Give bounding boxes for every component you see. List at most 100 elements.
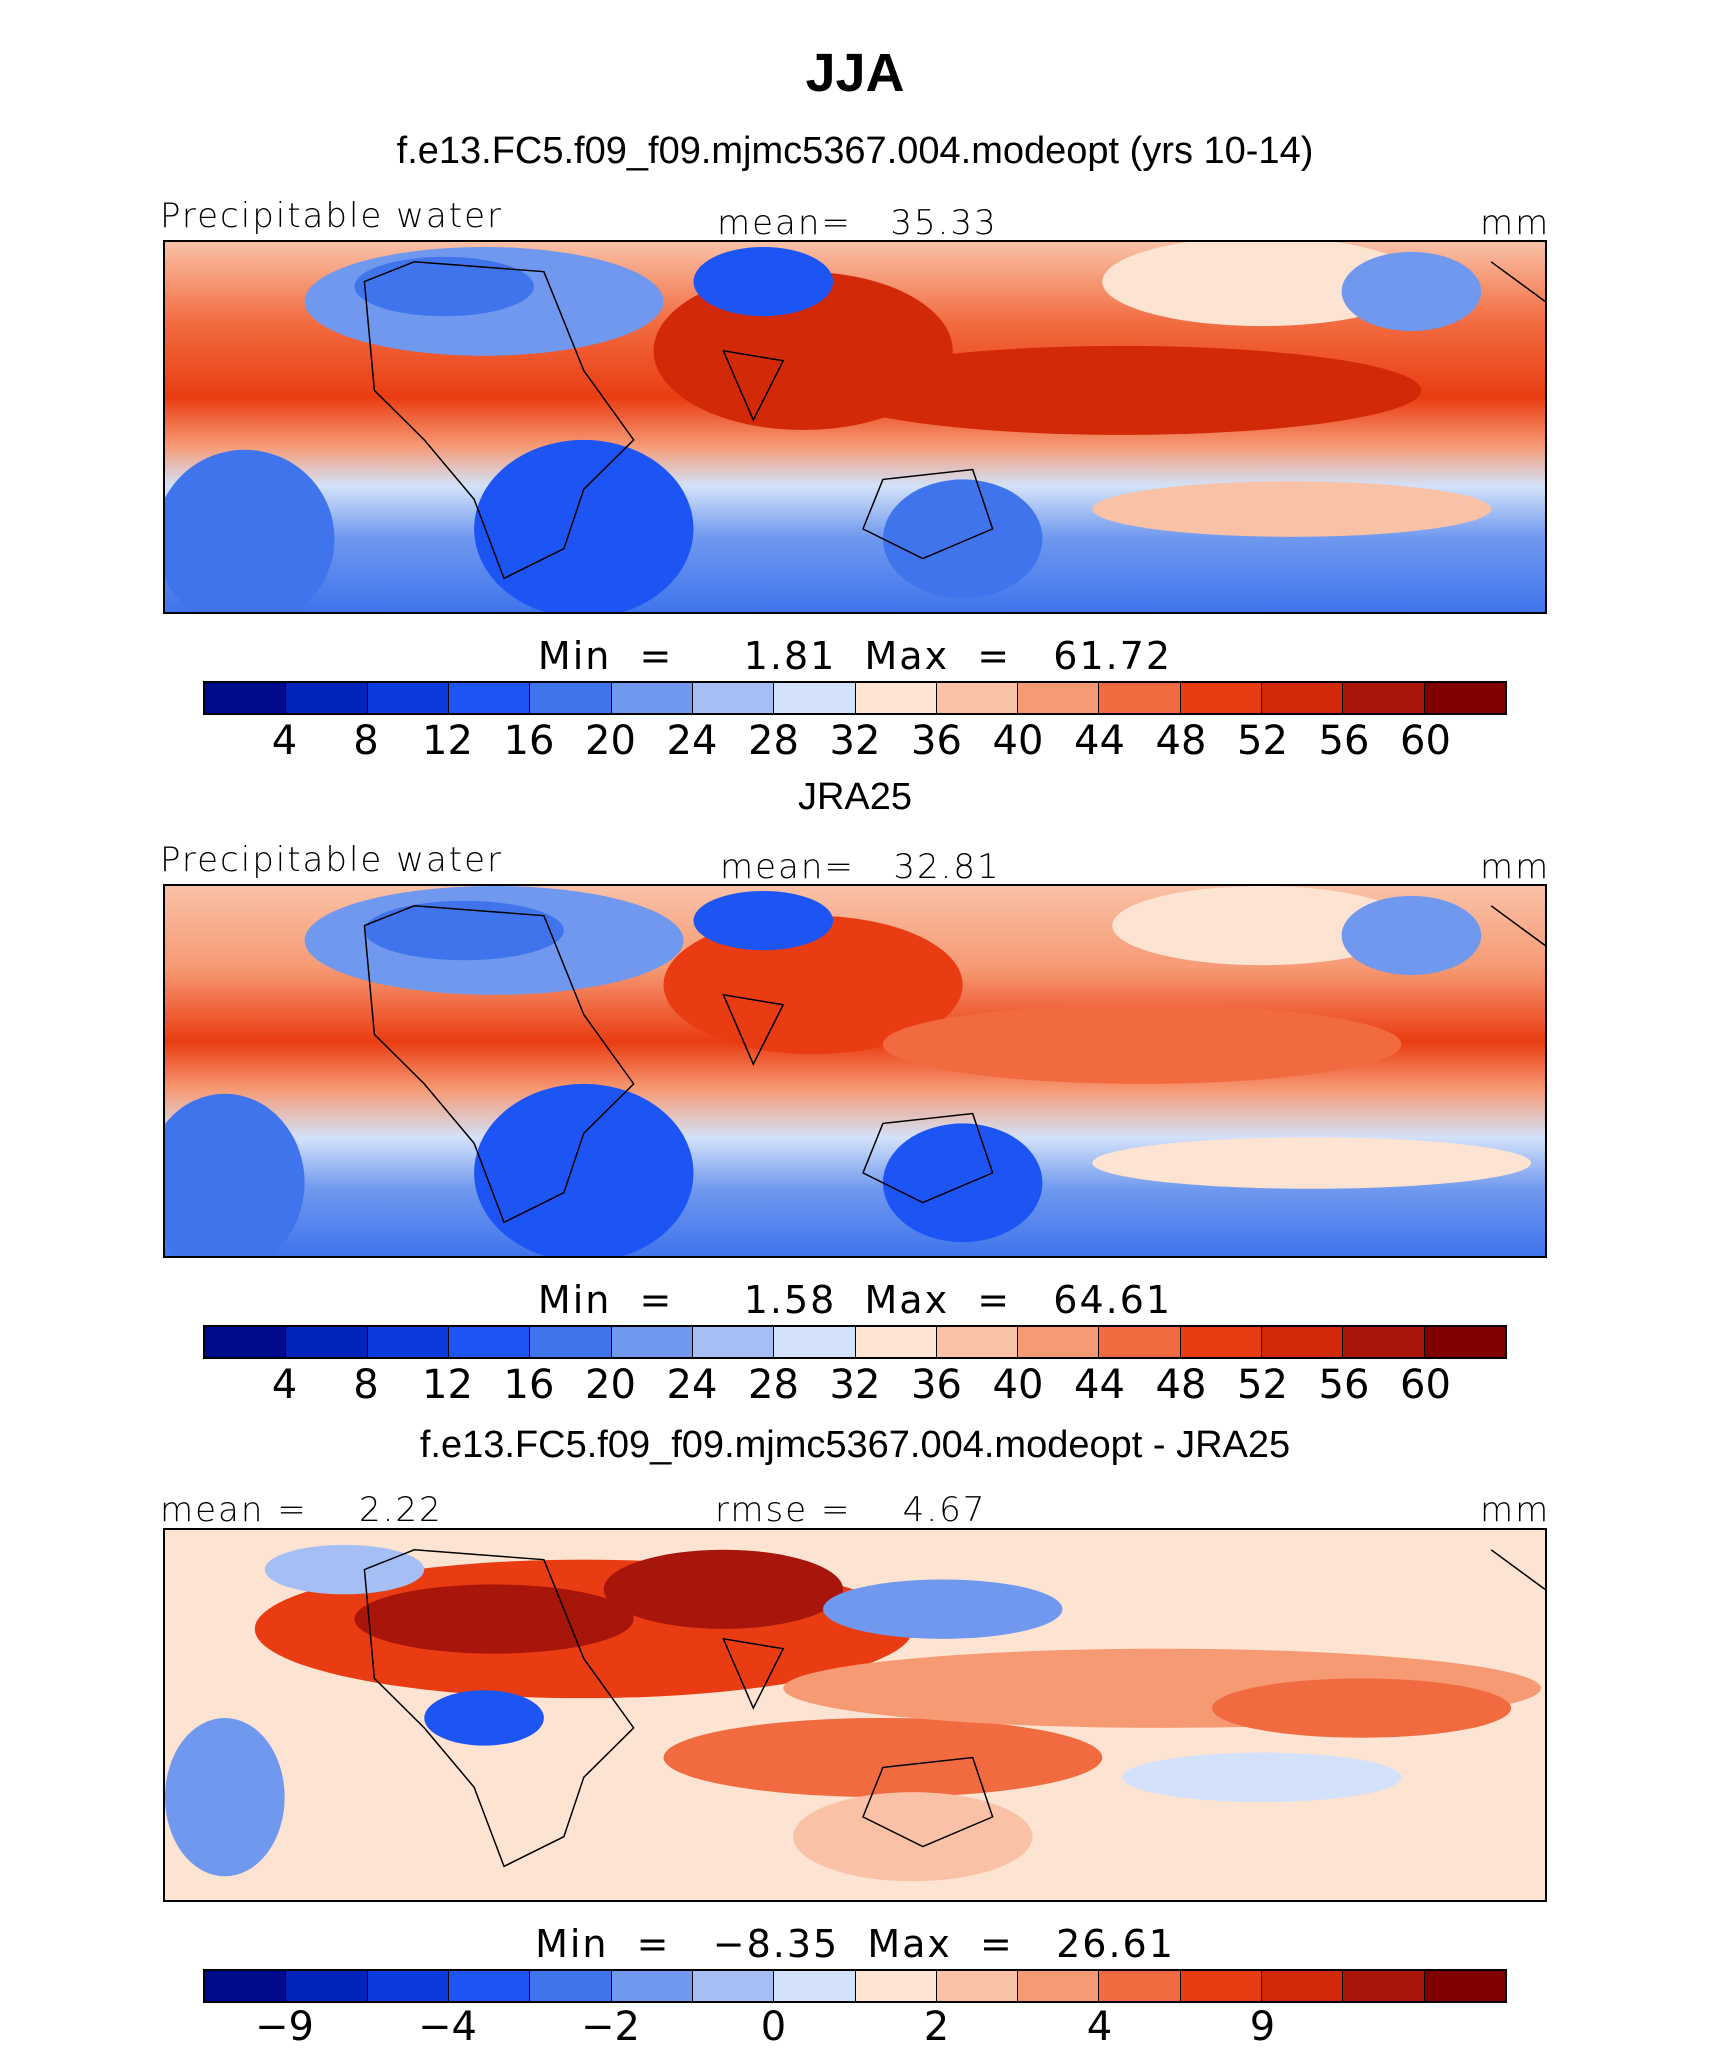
colorbar-tick-label: 2 — [923, 2004, 950, 2050]
colorbar-segment — [692, 1971, 775, 2001]
panel-3-units-label: mm — [1480, 1490, 1551, 1530]
colorbar-tick-label: 28 — [748, 718, 799, 764]
colorbar-segment — [286, 1327, 368, 1357]
colorbar-tick-label: 9 — [1249, 2004, 1276, 2050]
colorbar-segment — [1018, 1971, 1100, 2001]
colorbar-segment — [286, 1971, 368, 2001]
colorbar-segment — [1180, 1971, 1263, 2001]
colorbar-tick-label: 48 — [1155, 718, 1207, 764]
colorbar-tick-label: 0 — [760, 2004, 787, 2050]
colorbar-segment — [1343, 683, 1425, 713]
colorbar-tick-label: 4 — [271, 718, 298, 764]
colorbar-tick-label: 56 — [1318, 718, 1370, 764]
colorbar-tick-label: 36 — [911, 718, 962, 764]
colorbar-segment — [530, 683, 612, 713]
colorbar-segment — [205, 1327, 287, 1357]
colorbar-segment — [530, 1971, 612, 2001]
panel-1-title: f.e13.FC5.f09_f09.mjmc5367.004.modeopt (… — [396, 130, 1314, 172]
colorbar-tick-label: 40 — [992, 1362, 1044, 1408]
colorbar-segment — [936, 683, 1019, 713]
panel-3-mean-label: mean = 2.22 — [160, 1490, 443, 1530]
panel-3-map-field — [165, 1530, 1545, 1900]
colorbar-tick-label: 44 — [1074, 718, 1125, 764]
colorbar-segment — [367, 1971, 449, 2001]
panel-1-map-field — [165, 242, 1545, 612]
colorbar-tick-label: 4 — [271, 1362, 298, 1408]
colorbar-segment — [611, 683, 693, 713]
panel-3-map — [163, 1528, 1547, 1902]
colorbar-segment — [367, 683, 449, 713]
panel-2-min-max: Min = 1.58 Max = 64.61 — [537, 1278, 1173, 1322]
colorbar-segment — [611, 1971, 693, 2001]
panel-1-variable-label: Precipitable water — [160, 196, 504, 236]
colorbar-segment — [855, 1971, 937, 2001]
colorbar-segment — [774, 1971, 856, 2001]
colorbar-segment — [1018, 1327, 1100, 1357]
panel-2-map — [163, 884, 1547, 1258]
panel-3-colorbar-ticks: −9 −4 −2 0 2 4 9 — [0, 2004, 1710, 2050]
colorbar-tick-label: 12 — [422, 718, 473, 764]
panel-1-mean-label: mean= 35.33 — [717, 203, 998, 243]
colorbar-tick-label: 8 — [353, 1362, 379, 1408]
colorbar-tick-label: 20 — [585, 1362, 636, 1408]
colorbar-segment — [1099, 1327, 1181, 1357]
colorbar-tick-label: 28 — [748, 1362, 799, 1408]
colorbar-tick-label: 24 — [666, 718, 718, 764]
panel-1-colorbar-ticks: 4 8 12 16 20 24 28 32 36 40 44 48 52 56 60 — [0, 718, 1710, 768]
colorbar-segment — [1099, 683, 1181, 713]
colorbar-segment — [774, 683, 856, 713]
colorbar-tick-label: 52 — [1237, 718, 1288, 764]
panel-3-colorbar — [203, 1969, 1507, 2003]
colorbar-tick-label: 20 — [585, 718, 636, 764]
colorbar-tick-label: 40 — [992, 718, 1044, 764]
panel-1-colorbar — [203, 681, 1507, 715]
colorbar-segment — [448, 1971, 531, 2001]
colorbar-tick-label: 4 — [1086, 2004, 1113, 2050]
colorbar-tick-label: −4 — [418, 2004, 477, 2050]
colorbar-segment — [774, 1327, 856, 1357]
panel-1-units-label: mm — [1480, 203, 1551, 243]
colorbar-tick-label: 60 — [1400, 1362, 1451, 1408]
panel-2-map-field — [165, 886, 1545, 1256]
colorbar-tick-label: 44 — [1074, 1362, 1125, 1408]
panel-2-variable-label: Precipitable water — [160, 840, 504, 880]
colorbar-segment — [448, 1327, 531, 1357]
colorbar-tick-label: 12 — [422, 1362, 473, 1408]
colorbar-segment — [936, 1971, 1019, 2001]
colorbar-segment — [611, 1327, 693, 1357]
panel-1-min-max: Min = 1.81 Max = 61.72 — [537, 634, 1173, 678]
colorbar-segment — [1180, 1327, 1263, 1357]
colorbar-segment — [1343, 1971, 1425, 2001]
colorbar-tick-label: −2 — [581, 2004, 640, 2050]
colorbar-segment — [1262, 1971, 1344, 2001]
colorbar-tick-label: 24 — [666, 1362, 718, 1408]
season-title: JJA — [805, 43, 905, 103]
panel-3-title: f.e13.FC5.f09_f09.mjmc5367.004.modeopt -… — [419, 1424, 1291, 1466]
colorbar-segment — [855, 683, 937, 713]
panel-1-map — [163, 240, 1547, 614]
colorbar-tick-label: 52 — [1237, 1362, 1288, 1408]
colorbar-segment — [1424, 1327, 1505, 1357]
colorbar-segment — [1424, 1971, 1505, 2001]
panel-2-colorbar — [203, 1325, 1507, 1359]
colorbar-segment — [1180, 683, 1263, 713]
colorbar-tick-label: 56 — [1318, 1362, 1370, 1408]
colorbar-segment — [692, 683, 775, 713]
colorbar-segment — [367, 1327, 449, 1357]
colorbar-segment — [1262, 683, 1344, 713]
panel-2-units-label: mm — [1480, 847, 1551, 887]
colorbar-tick-label: −9 — [255, 2004, 314, 2050]
colorbar-segment — [936, 1327, 1019, 1357]
colorbar-segment — [530, 1327, 612, 1357]
colorbar-tick-label: 16 — [503, 1362, 555, 1408]
colorbar-tick-label: 16 — [503, 718, 555, 764]
colorbar-segment — [855, 1327, 937, 1357]
colorbar-segment — [1099, 1971, 1181, 2001]
colorbar-tick-label: 32 — [829, 1362, 881, 1408]
colorbar-tick-label: 8 — [353, 718, 379, 764]
panel-2-mean-label: mean= 32.81 — [720, 847, 1001, 887]
colorbar-segment — [286, 683, 368, 713]
colorbar-segment — [1018, 683, 1100, 713]
colorbar-tick-label: 36 — [911, 1362, 962, 1408]
colorbar-tick-label: 32 — [829, 718, 881, 764]
